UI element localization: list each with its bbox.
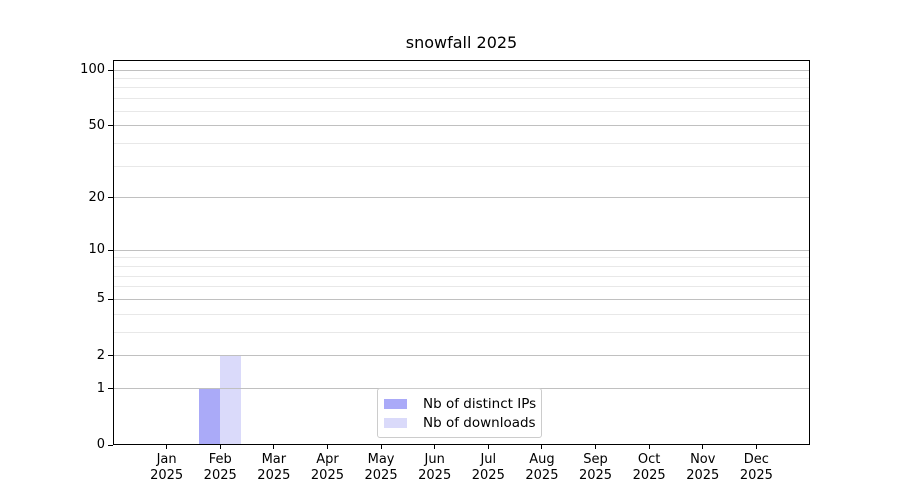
gridline-minor: [113, 142, 810, 144]
plot-area: Nb of distinct IPs Nb of downloads: [113, 60, 810, 445]
x-tick-month: Aug: [529, 452, 555, 467]
x-tick-mark: [648, 445, 650, 449]
x-tick-mark: [166, 445, 168, 449]
x-tick-label-dec: Dec 2025: [724, 452, 788, 483]
y-tick-mark: [108, 69, 113, 71]
x-tick-month: Sep: [583, 452, 608, 467]
x-tick-year: 2025: [364, 467, 398, 483]
y-tick-mark: [108, 298, 113, 300]
gridline-major: [113, 197, 810, 199]
y-tick-mark: [108, 388, 113, 390]
x-tick-label-nov: Nov 2025: [671, 452, 735, 483]
legend: Nb of distinct IPs Nb of downloads: [377, 388, 542, 438]
x-tick-mark: [595, 445, 597, 449]
x-tick-month: Mar: [261, 452, 287, 467]
x-tick-year: 2025: [578, 467, 613, 483]
x-tick-year: 2025: [739, 467, 773, 483]
y-tick-mark: [108, 355, 113, 357]
x-tick-mark: [273, 445, 275, 449]
gridline-major: [113, 69, 810, 71]
gridline-minor: [113, 98, 810, 100]
x-tick-label-apr: Apr 2025: [295, 452, 359, 483]
x-tick-month: Nov: [690, 452, 716, 467]
x-tick-label-may: May 2025: [349, 452, 413, 483]
x-tick-label-jun: Jun 2025: [403, 452, 467, 483]
x-tick-label-aug: Aug 2025: [510, 452, 574, 483]
x-tick-label-sep: Sep 2025: [564, 452, 628, 483]
gridline-minor: [113, 286, 810, 288]
gridline-major: [113, 125, 810, 127]
legend-label-downloads: Nb of downloads: [423, 414, 536, 431]
x-tick-mark: [541, 445, 543, 449]
x-tick-month: May: [367, 452, 395, 467]
x-tick-month: Oct: [637, 452, 661, 467]
x-tick-month: Feb: [208, 452, 232, 467]
y-tick-label: 20: [88, 189, 105, 205]
x-tick-label-oct: Oct 2025: [617, 452, 681, 483]
x-tick-label-feb: Feb 2025: [188, 452, 252, 483]
x-tick-year: 2025: [471, 467, 505, 483]
x-tick-mark: [487, 445, 489, 449]
legend-swatch-distinct-ips: [384, 398, 407, 409]
x-tick-month: Jan: [156, 452, 177, 467]
x-tick-year: 2025: [150, 467, 184, 483]
x-tick-year: 2025: [310, 467, 344, 483]
gridline-minor: [113, 331, 810, 333]
x-tick-label-mar: Mar 2025: [242, 452, 306, 483]
y-tick-label: 1: [96, 380, 105, 396]
gridline-major: [113, 355, 810, 357]
gridline-minor: [113, 110, 810, 112]
x-tick-mark: [434, 445, 436, 449]
x-tick-mark: [702, 445, 704, 449]
chart-title: snowfall 2025: [405, 33, 518, 52]
y-tick-mark: [108, 197, 113, 199]
x-tick-month: Dec: [743, 452, 769, 467]
y-tick-label: 50: [88, 117, 105, 133]
gridline-minor: [113, 257, 810, 259]
spine-bottom: [113, 444, 810, 445]
gridline-minor: [113, 275, 810, 277]
x-tick-mark: [219, 445, 221, 449]
x-tick-mark: [755, 445, 757, 449]
y-tick-label: 5: [96, 291, 105, 307]
gridline-major: [113, 249, 810, 251]
spine-right: [809, 60, 810, 445]
y-tick-mark: [108, 249, 113, 251]
legend-swatch-downloads: [384, 417, 407, 428]
y-tick-mark: [108, 125, 113, 127]
x-tick-label-jul: Jul 2025: [456, 452, 520, 483]
legend-label-distinct-ips: Nb of distinct IPs: [423, 395, 537, 412]
legend-item-downloads: Nb of downloads: [384, 413, 536, 432]
bar-nb-of-distinct-ips: [199, 388, 221, 445]
x-tick-year: 2025: [686, 467, 720, 483]
x-tick-month: Jul: [480, 452, 497, 467]
gridline-minor: [113, 87, 810, 89]
spine-top: [113, 60, 810, 61]
x-tick-month: Apr: [316, 452, 339, 467]
gridline-minor: [113, 78, 810, 80]
x-tick-year: 2025: [257, 467, 291, 483]
gridline-minor: [113, 165, 810, 167]
gridline-major: [113, 298, 810, 300]
x-tick-month: Jun: [424, 452, 445, 467]
legend-item-distinct-ips: Nb of distinct IPs: [384, 394, 537, 413]
spine-left: [113, 60, 114, 445]
x-tick-mark: [380, 445, 382, 449]
y-tick-mark: [108, 444, 113, 446]
gridline-minor: [113, 313, 810, 315]
x-tick-year: 2025: [418, 467, 452, 483]
bar-nb-of-downloads: [220, 355, 242, 445]
y-tick-label: 100: [80, 62, 105, 78]
gridline-minor: [113, 265, 810, 267]
x-tick-mark: [326, 445, 328, 449]
x-tick-year: 2025: [203, 467, 237, 483]
x-tick-year: 2025: [525, 467, 559, 483]
y-tick-label: 0: [96, 437, 105, 452]
x-tick-year: 2025: [632, 467, 666, 483]
x-tick-label-jan: Jan 2025: [135, 452, 199, 483]
y-tick-label: 2: [96, 347, 105, 363]
y-tick-label: 10: [88, 242, 105, 258]
